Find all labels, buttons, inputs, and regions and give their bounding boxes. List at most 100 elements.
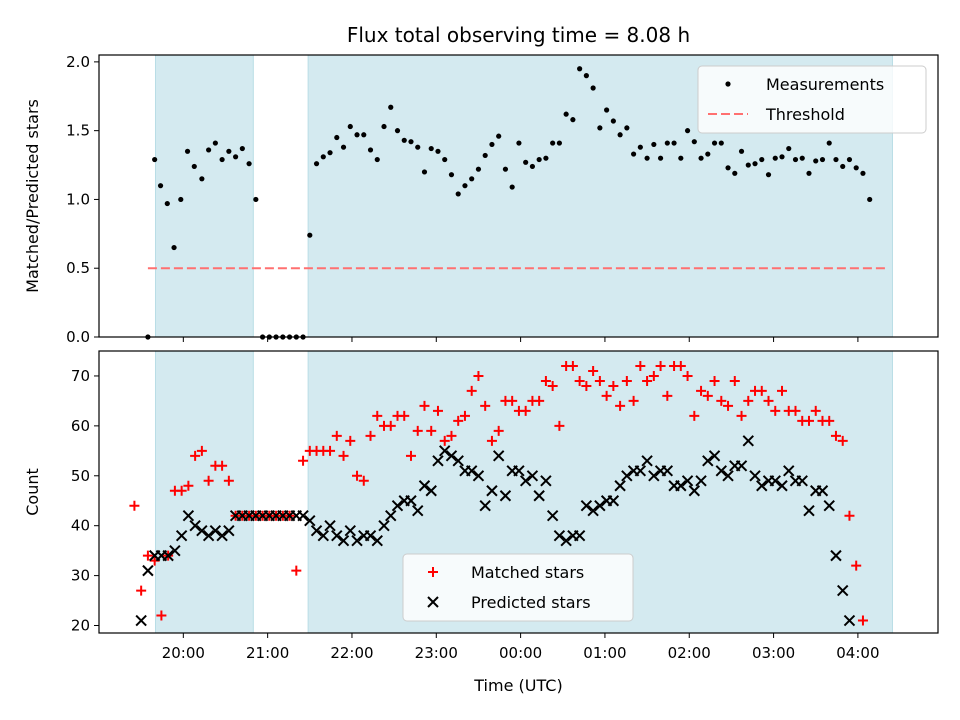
measurements-point-16 bbox=[246, 161, 252, 167]
matched-stars-point-49 bbox=[453, 415, 464, 426]
ratio-panel: 0.0 0.5 1.0 1.5 2.0 Matched/Predicted stars Me… bbox=[23, 53, 939, 346]
y-tick-label: 60 bbox=[71, 417, 90, 435]
predicted-stars-point-29 bbox=[324, 519, 336, 532]
x-tick-label: 20:00 bbox=[162, 644, 205, 662]
matched-stars-point-66 bbox=[567, 360, 578, 371]
measurements-point-100 bbox=[813, 158, 819, 164]
measurements-point-63 bbox=[563, 111, 569, 117]
x-tick-label: 23:00 bbox=[415, 644, 458, 662]
matched-stars-point-25 bbox=[291, 565, 302, 576]
matched-stars-point-95 bbox=[763, 395, 774, 406]
predicted-stars-point-67 bbox=[580, 500, 593, 512]
predicted-stars-point-46 bbox=[439, 445, 451, 457]
matched-stars-point-109 bbox=[857, 615, 868, 626]
matched-stars-point-2 bbox=[136, 585, 147, 596]
measurements-point-5 bbox=[171, 244, 177, 251]
predicted-stars-point-87 bbox=[715, 465, 728, 477]
matched-stars-point-62 bbox=[540, 375, 551, 386]
matched-stars-point-68 bbox=[581, 380, 592, 391]
measurements-point-31 bbox=[347, 123, 353, 130]
measurements-point-34 bbox=[367, 147, 374, 153]
predicted-stars-point-26 bbox=[304, 514, 316, 527]
matched-stars-point-76 bbox=[635, 360, 646, 371]
predicted-stars-point-77 bbox=[648, 470, 660, 482]
measurements-point-4 bbox=[164, 200, 170, 207]
measurements-point-49 bbox=[469, 176, 475, 182]
predicted-stars-point-62 bbox=[546, 510, 559, 522]
measurements-point-37 bbox=[388, 104, 394, 110]
matched-stars-point-1 bbox=[129, 500, 140, 511]
measurements-point-11 bbox=[212, 140, 218, 146]
predicted-stars-point-45 bbox=[432, 455, 444, 467]
x-tick-label: 02:00 bbox=[668, 644, 711, 662]
chart-title: Flux total observing time = 8.08 h bbox=[347, 23, 690, 47]
matched-stars-point-31 bbox=[331, 430, 342, 441]
predicted-stars-point-54 bbox=[492, 450, 505, 462]
measurements-point-46 bbox=[448, 172, 455, 178]
legend-swatch-measurements bbox=[725, 81, 731, 87]
matched-stars-point-52 bbox=[473, 370, 484, 381]
predicted-stars-point-64 bbox=[560, 534, 572, 547]
predicted-stars-point-13 bbox=[216, 529, 228, 542]
measurements-point-30 bbox=[340, 144, 347, 150]
matched-stars-point-91 bbox=[736, 410, 747, 421]
measurements-point-88 bbox=[732, 170, 738, 176]
measurements-point-101 bbox=[819, 156, 826, 163]
predicted-stars-point-84 bbox=[695, 475, 707, 487]
predicted-stars-point-83 bbox=[688, 485, 701, 497]
measurements-point-42 bbox=[421, 169, 428, 175]
matched-stars-point-105 bbox=[830, 430, 841, 441]
y-tick-label: 40 bbox=[71, 517, 90, 535]
y-tick-label: 0.5 bbox=[66, 259, 90, 277]
predicted-stars-point-103 bbox=[823, 500, 835, 512]
x-tick-label: 00:00 bbox=[499, 644, 542, 662]
matched-stars-point-101 bbox=[803, 415, 814, 426]
matched-stars-point-72 bbox=[608, 380, 619, 391]
predicted-stars-point-97 bbox=[783, 465, 795, 477]
matched-stars-point-75 bbox=[628, 395, 639, 406]
legend-label-threshold: Threshold bbox=[765, 105, 845, 124]
legend-swatch-matched-stars bbox=[428, 567, 438, 577]
matched-stars-point-63 bbox=[547, 380, 558, 391]
matched-stars-point-59 bbox=[520, 405, 531, 416]
measurements-point-99 bbox=[806, 170, 812, 176]
measurements-point-73 bbox=[630, 151, 637, 157]
measurements-point-96 bbox=[786, 145, 792, 152]
measurements-point-47 bbox=[455, 191, 461, 197]
y-tick-label: 2.0 bbox=[66, 53, 90, 71]
measurements-point-17 bbox=[253, 196, 259, 203]
predicted-stars-point-10 bbox=[196, 524, 208, 537]
x-tick-label: 01:00 bbox=[583, 644, 626, 662]
matched-stars-point-89 bbox=[723, 400, 734, 411]
matched-stars-point-86 bbox=[702, 390, 713, 401]
predicted-stars-point-38 bbox=[385, 510, 397, 522]
matched-stars-point-94 bbox=[756, 385, 767, 396]
measurements-point-91 bbox=[752, 161, 758, 167]
y-tick-label: 0.0 bbox=[66, 328, 90, 346]
matched-stars-point-5 bbox=[156, 610, 167, 621]
measurements-point-53 bbox=[496, 133, 502, 139]
measurements-point-95 bbox=[779, 154, 785, 160]
matched-stars-point-74 bbox=[621, 375, 632, 386]
measurements-point-94 bbox=[772, 155, 778, 161]
matched-stars-point-64 bbox=[554, 420, 565, 431]
measurements-point-69 bbox=[604, 107, 610, 113]
predicted-stars-point-14 bbox=[223, 524, 235, 537]
matched-stars-point-14 bbox=[217, 460, 228, 471]
matched-stars-point-104 bbox=[824, 415, 835, 426]
predicted-stars-point-12 bbox=[209, 524, 222, 537]
predicted-stars-point-7 bbox=[175, 529, 188, 542]
y-axis-label: Count bbox=[23, 468, 42, 516]
predicted-stars-point-99 bbox=[796, 475, 808, 487]
y-tick-label: 1.5 bbox=[66, 122, 90, 140]
matched-stars-point-9 bbox=[183, 480, 194, 491]
measurements-point-79 bbox=[671, 140, 677, 146]
matched-stars-point-84 bbox=[689, 410, 700, 421]
measurements-point-97 bbox=[792, 156, 799, 163]
measurements-point-12 bbox=[219, 156, 225, 163]
measurements-point-102 bbox=[826, 140, 832, 146]
matched-stars-point-54 bbox=[486, 435, 497, 446]
y-tick-label: 70 bbox=[71, 367, 90, 385]
measurements-point-105 bbox=[846, 156, 853, 163]
